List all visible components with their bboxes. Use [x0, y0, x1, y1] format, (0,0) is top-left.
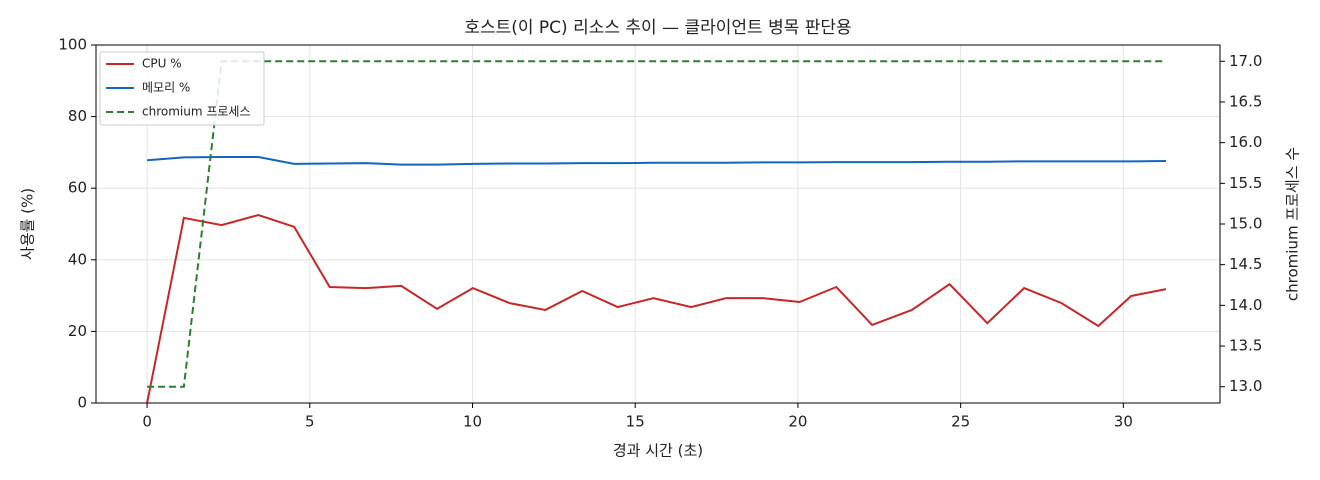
y2-tick-label: 17.0: [1229, 52, 1262, 70]
plot-frame: [95, 44, 1221, 404]
y2-axis-label: chromium 프로세스 수: [1284, 147, 1302, 301]
series-line: [147, 60, 1166, 388]
chart-title: 호스트(이 PC) 리소스 추이 — 클라이언트 병목 판단용: [464, 18, 851, 38]
y2-tick-label: 13.5: [1229, 337, 1262, 355]
x-tick-label: 30: [1114, 413, 1133, 431]
y-tick-label: 100: [58, 36, 87, 54]
x-tick-label: 0: [142, 413, 152, 431]
y2-tick-label: 16.5: [1229, 92, 1262, 110]
x-axis-label: 경과 시간 (초): [613, 442, 703, 460]
y-tick-label: 0: [77, 394, 87, 412]
x-tick-label: 5: [305, 413, 315, 431]
y2-tick-label: 15.0: [1229, 215, 1262, 233]
legend-label: 메모리 %: [142, 81, 190, 95]
legend-box: [99, 51, 265, 126]
y2-tick-label: 15.5: [1229, 174, 1262, 192]
series-line: [147, 156, 1166, 166]
series-line: [146, 214, 1167, 404]
y2-tick-label: 14.5: [1229, 255, 1262, 273]
legend-label: chromium 프로세스: [142, 105, 251, 119]
x-tick-label: 10: [463, 413, 482, 431]
y-tick-label: 80: [68, 107, 87, 125]
y-axis-label: 사용률 (%): [19, 188, 37, 260]
y-tick-label: 60: [68, 179, 87, 197]
x-tick-label: 25: [951, 413, 970, 431]
y-tick-label: 20: [68, 322, 87, 340]
x-tick-label: 20: [788, 413, 807, 431]
x-tick-label: 15: [626, 413, 645, 431]
legend-label: CPU %: [142, 57, 182, 71]
y2-tick-label: 16.0: [1229, 133, 1262, 151]
y-tick-label: 40: [68, 250, 87, 268]
y2-tick-label: 14.0: [1229, 296, 1262, 314]
y2-tick-label: 13.0: [1229, 377, 1262, 395]
